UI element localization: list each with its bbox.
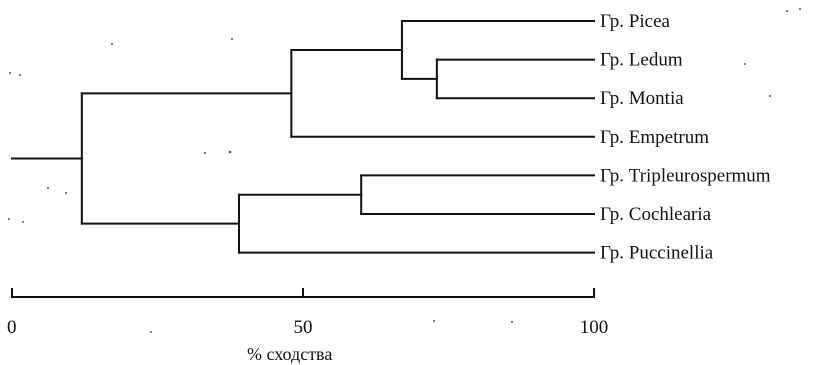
leaf-label-montia: Гр. Montia [600,88,684,109]
speck [511,321,513,323]
leaf-label-cochlearia: Гр. Cochlearia [600,204,712,225]
axis-title: % сходства [247,344,332,364]
leaf-label-picea: Гр. Picea [600,11,670,32]
speck [9,72,11,74]
speck [19,74,21,76]
speck [231,38,233,40]
speck [204,152,206,154]
speck [786,10,788,12]
dendrogram-branches [11,20,595,254]
leaf-label-ledum: Гр. Ledum [600,50,683,71]
speck [744,63,746,65]
axis-tick-label-50: 50 [294,317,313,338]
speck [8,218,10,220]
speck [433,320,435,322]
axis-tick-label-0: 0 [7,317,17,338]
speck [111,43,113,45]
leaf-label-puccinellia: Гр. Puccinellia [600,243,714,264]
leaf-label-empetrum: Гр. Empetrum [600,127,709,148]
speck [228,150,232,154]
speck [150,331,152,333]
scan-specks [8,8,801,333]
speck [799,8,801,10]
speck [769,95,771,97]
speck [47,187,49,189]
leaf-labels: Гр. Picea Гр. Ledum Гр. Montia Гр. Empetrum… [600,11,771,264]
speck [22,221,24,223]
axis-tick-label-100: 100 [580,317,609,338]
speck [65,192,67,194]
similarity-axis: 0 50 100 % сходства [7,288,608,364]
leaf-label-tripleurospermum: Гр. Tripleurospermum [600,165,771,186]
axis-ticks: 0 50 100 [7,288,608,338]
